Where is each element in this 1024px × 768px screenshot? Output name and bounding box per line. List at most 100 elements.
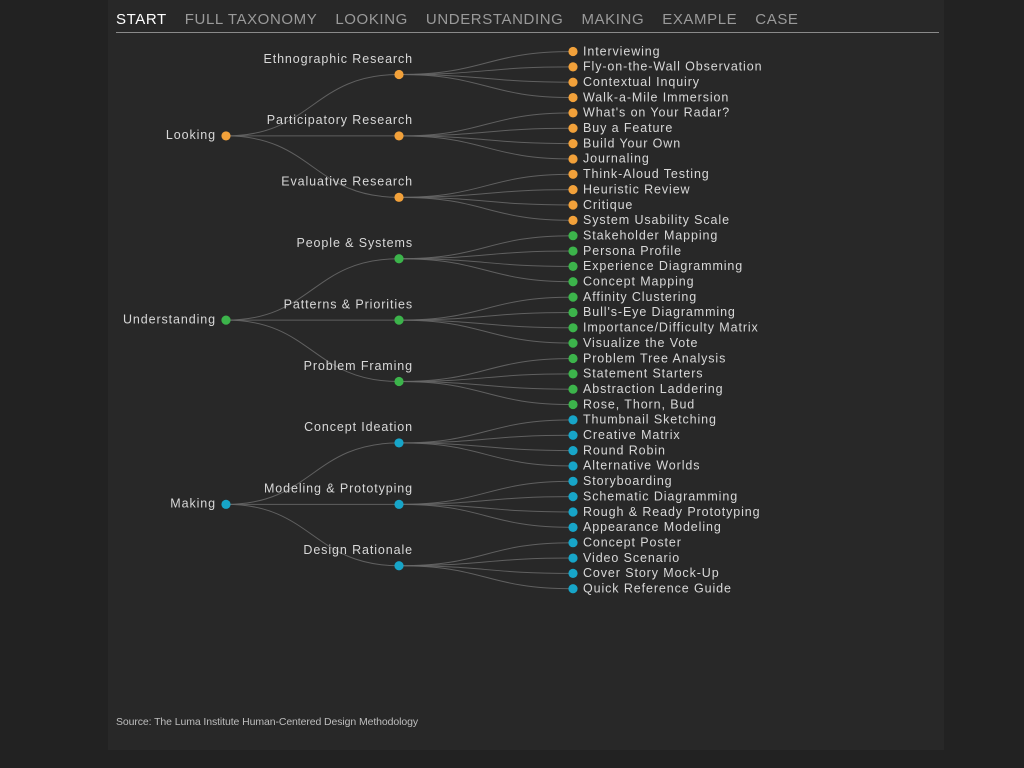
method-label-thumbnail-sketching[interactable]: Thumbnail Sketching [583, 413, 717, 427]
method-label-statement-starters[interactable]: Statement Starters [583, 367, 703, 381]
method-label-persona-profile[interactable]: Persona Profile [583, 244, 682, 258]
method-node-contextual-inquiry[interactable] [568, 77, 578, 87]
category-label-problem-framing[interactable]: Problem Framing [304, 359, 413, 373]
method-node-appearance-modeling[interactable] [568, 522, 578, 532]
method-label-stakeholder-mapping[interactable]: Stakeholder Mapping [583, 228, 718, 242]
method-label-what-s-on-your-radar[interactable]: What's on Your Radar? [583, 106, 730, 120]
method-label-cover-story-mock-up[interactable]: Cover Story Mock-Up [583, 566, 720, 580]
method-node-heuristic-review[interactable] [568, 185, 578, 195]
category-label-ethnographic-research[interactable]: Ethnographic Research [263, 52, 413, 66]
category-label-people-systems[interactable]: People & Systems [296, 236, 413, 250]
method-node-concept-poster[interactable] [568, 538, 578, 548]
method-label-problem-tree-analysis[interactable]: Problem Tree Analysis [583, 351, 726, 365]
category-label-patterns-priorities[interactable]: Patterns & Priorities [284, 297, 413, 311]
category-node-people-systems[interactable] [394, 254, 404, 264]
category-node-patterns-priorities[interactable] [394, 315, 404, 325]
method-label-schematic-diagramming[interactable]: Schematic Diagramming [583, 489, 738, 503]
method-label-storyboarding[interactable]: Storyboarding [583, 474, 673, 488]
method-node-creative-matrix[interactable] [568, 430, 578, 440]
method-node-experience-diagramming[interactable] [568, 261, 578, 271]
group-node-understanding[interactable] [221, 315, 231, 325]
method-label-walk-a-mile-immersion[interactable]: Walk-a-Mile Immersion [583, 90, 729, 104]
method-label-visualize-the-vote[interactable]: Visualize the Vote [583, 336, 698, 350]
group-label-making[interactable]: Making [170, 497, 216, 511]
method-label-think-aloud-testing[interactable]: Think-Aloud Testing [583, 167, 710, 181]
method-node-problem-tree-analysis[interactable] [568, 353, 578, 364]
method-node-statement-starters[interactable] [568, 369, 578, 379]
method-node-quick-reference-guide[interactable] [568, 584, 578, 594]
method-label-rough-ready-prototyping[interactable]: Rough & Ready Prototyping [583, 505, 760, 519]
category-label-evaluative-research[interactable]: Evaluative Research [281, 175, 413, 189]
tab-looking[interactable]: LOOKING [335, 11, 408, 28]
method-label-build-your-own[interactable]: Build Your Own [583, 136, 681, 150]
method-node-system-usability-scale[interactable] [568, 215, 578, 225]
method-label-alternative-worlds[interactable]: Alternative Worlds [583, 459, 700, 473]
category-node-concept-ideation[interactable] [394, 438, 404, 448]
method-label-interviewing[interactable]: Interviewing [583, 44, 661, 58]
method-node-journaling[interactable] [568, 154, 578, 164]
tab-full-taxonomy[interactable]: FULL TAXONOMY [184, 11, 318, 28]
method-label-abstraction-laddering[interactable]: Abstraction Laddering [583, 382, 724, 396]
category-node-problem-framing[interactable] [394, 376, 404, 387]
category-node-evaluative-research[interactable] [394, 192, 404, 202]
method-label-fly-on-the-wall-observation[interactable]: Fly-on-the-Wall Observation [583, 60, 762, 74]
method-node-think-aloud-testing[interactable] [568, 169, 578, 179]
method-node-schematic-diagramming[interactable] [568, 492, 578, 502]
category-node-participatory-research[interactable] [394, 131, 404, 141]
method-node-importance-difficulty-matrix[interactable] [568, 323, 578, 333]
method-label-rose-thorn-bud[interactable]: Rose, Thorn, Bud [583, 397, 695, 411]
category-node-ethnographic-research[interactable] [394, 69, 404, 80]
method-node-critique[interactable] [568, 200, 578, 210]
group-node-making[interactable] [221, 499, 231, 509]
method-node-build-your-own[interactable] [568, 139, 578, 149]
method-label-video-scenario[interactable]: Video Scenario [583, 551, 680, 565]
method-label-concept-poster[interactable]: Concept Poster [583, 535, 682, 549]
method-label-system-usability-scale[interactable]: System Usability Scale [583, 213, 730, 227]
method-label-heuristic-review[interactable]: Heuristic Review [583, 182, 691, 196]
method-node-interviewing[interactable] [568, 46, 578, 57]
method-node-what-s-on-your-radar[interactable] [568, 108, 578, 118]
method-node-cover-story-mock-up[interactable] [568, 568, 578, 579]
method-node-buy-a-feature[interactable] [568, 123, 578, 133]
category-label-design-rationale[interactable]: Design Rationale [303, 543, 413, 557]
method-node-visualize-the-vote[interactable] [568, 338, 578, 348]
method-node-alternative-worlds[interactable] [568, 461, 578, 471]
category-label-modeling-prototyping[interactable]: Modeling & Prototyping [264, 482, 413, 496]
method-node-round-robin[interactable] [568, 446, 578, 456]
method-node-rose-thorn-bud[interactable] [568, 399, 578, 410]
method-node-fly-on-the-wall-observation[interactable] [568, 62, 578, 72]
method-node-affinity-clustering[interactable] [568, 292, 578, 302]
tab-case[interactable]: CASE [755, 11, 799, 28]
method-node-stakeholder-mapping[interactable] [568, 231, 578, 241]
method-node-video-scenario[interactable] [568, 553, 578, 563]
method-node-thumbnail-sketching[interactable] [568, 415, 578, 425]
method-label-critique[interactable]: Critique [583, 198, 633, 212]
method-label-experience-diagramming[interactable]: Experience Diagramming [583, 259, 743, 273]
method-node-storyboarding[interactable] [568, 476, 578, 486]
method-label-affinity-clustering[interactable]: Affinity Clustering [583, 290, 697, 304]
method-label-appearance-modeling[interactable]: Appearance Modeling [583, 520, 722, 534]
method-node-persona-profile[interactable] [568, 246, 578, 256]
method-label-creative-matrix[interactable]: Creative Matrix [583, 428, 681, 442]
category-node-design-rationale[interactable] [394, 561, 404, 571]
group-node-looking[interactable] [221, 131, 231, 141]
category-node-modeling-prototyping[interactable] [394, 499, 404, 509]
method-label-round-robin[interactable]: Round Robin [583, 443, 666, 457]
category-label-participatory-research[interactable]: Participatory Research [267, 113, 413, 127]
method-node-bull-s-eye-diagramming[interactable] [568, 307, 578, 318]
method-node-walk-a-mile-immersion[interactable] [568, 92, 578, 103]
category-label-concept-ideation[interactable]: Concept Ideation [304, 420, 413, 434]
tab-start[interactable]: START [116, 11, 167, 28]
method-label-contextual-inquiry[interactable]: Contextual Inquiry [583, 75, 700, 89]
method-label-importance-difficulty-matrix[interactable]: Importance/Difficulty Matrix [583, 321, 759, 335]
method-node-rough-ready-prototyping[interactable] [568, 507, 578, 517]
tab-example[interactable]: EXAMPLE [662, 11, 738, 28]
method-node-abstraction-laddering[interactable] [568, 384, 578, 394]
tab-making[interactable]: MAKING [581, 11, 645, 28]
method-label-concept-mapping[interactable]: Concept Mapping [583, 275, 694, 289]
group-label-understanding[interactable]: Understanding [123, 312, 216, 326]
method-label-buy-a-feature[interactable]: Buy a Feature [583, 121, 673, 135]
method-node-concept-mapping[interactable] [568, 277, 578, 287]
method-label-quick-reference-guide[interactable]: Quick Reference Guide [583, 582, 732, 596]
tab-understanding[interactable]: UNDERSTANDING [425, 11, 564, 28]
